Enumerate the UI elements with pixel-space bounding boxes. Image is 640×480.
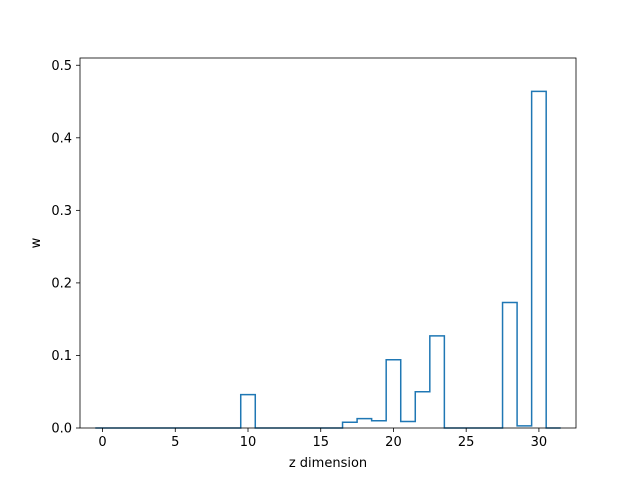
x-axis-ticks: 0 5 10 15 20 25 30 bbox=[98, 428, 547, 450]
y-axis-ticks: 0.0 0.1 0.2 0.3 0.4 0.5 bbox=[51, 59, 80, 437]
y-tick-label: 0.1 bbox=[51, 349, 72, 364]
y-axis-label: w bbox=[29, 237, 44, 248]
x-tick-label: 10 bbox=[240, 435, 257, 450]
x-tick-label: 5 bbox=[171, 435, 179, 450]
plot-area bbox=[79, 57, 577, 429]
x-tick-label: 0 bbox=[98, 435, 106, 450]
y-tick-label: 0.5 bbox=[51, 59, 72, 74]
y-tick-label: 0.3 bbox=[51, 204, 72, 219]
y-tick-label: 0.4 bbox=[51, 131, 72, 146]
x-tick-label: 20 bbox=[385, 435, 402, 450]
axes-frame bbox=[79, 57, 577, 429]
x-tick-label: 25 bbox=[458, 435, 475, 450]
x-tick-label: 15 bbox=[312, 435, 329, 450]
x-tick-label: 30 bbox=[531, 435, 548, 450]
y-tick-label: 0.2 bbox=[51, 276, 72, 291]
y-tick-label: 0.0 bbox=[51, 422, 72, 437]
x-axis-label: z dimension bbox=[289, 456, 367, 471]
